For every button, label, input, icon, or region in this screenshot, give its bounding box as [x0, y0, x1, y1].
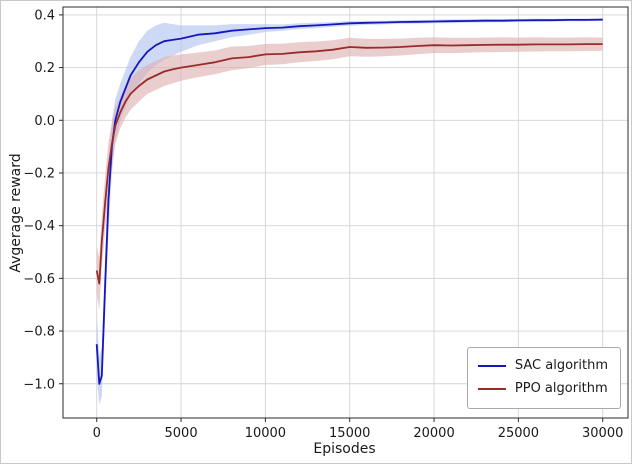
svg-text:20000: 20000	[413, 426, 454, 441]
svg-text:−0.8: −0.8	[23, 325, 55, 340]
ppo-line-swatch	[477, 387, 506, 390]
legend: SAC algorithm PPO algorithm	[466, 347, 621, 409]
svg-text:−0.4: −0.4	[23, 219, 55, 234]
svg-text:0: 0	[93, 426, 101, 441]
svg-text:25000: 25000	[498, 426, 539, 441]
svg-text:10000: 10000	[245, 426, 286, 441]
svg-text:−0.2: −0.2	[23, 166, 55, 181]
svg-text:0.2: 0.2	[34, 61, 55, 76]
svg-text:−1.0: −1.0	[23, 377, 55, 392]
svg-text:0.0: 0.0	[34, 114, 55, 129]
svg-text:−0.6: −0.6	[23, 272, 55, 287]
sac-line-swatch	[477, 364, 506, 367]
legend-item-sac: SAC algorithm	[477, 354, 608, 377]
legend-item-ppo: PPO algorithm	[477, 377, 608, 400]
legend-label-ppo: PPO algorithm	[514, 381, 608, 396]
svg-text:15000: 15000	[329, 426, 370, 441]
legend-label-sac: SAC algorithm	[514, 358, 608, 373]
x-axis-label: Episodes	[313, 441, 376, 457]
svg-text:5000: 5000	[165, 426, 198, 441]
svg-text:30000: 30000	[582, 426, 623, 441]
svg-text:0.4: 0.4	[34, 8, 55, 23]
y-axis-label: Avgerage reward	[8, 153, 24, 273]
